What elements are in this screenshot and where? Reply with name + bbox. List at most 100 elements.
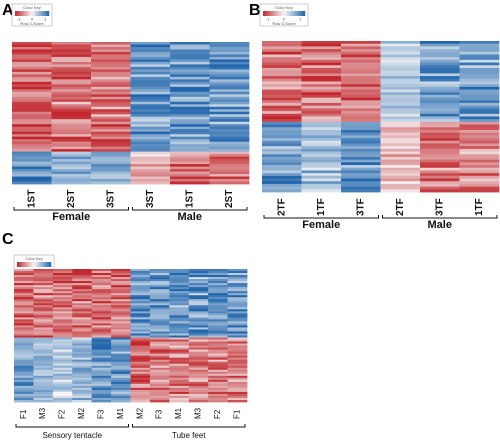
heatmap-cell	[380, 143, 421, 147]
heatmap-cell	[52, 303, 73, 306]
heatmap-cell	[52, 311, 73, 314]
heatmap-cell	[111, 311, 131, 314]
heatmap-cell	[130, 99, 171, 103]
heatmap-cell	[91, 84, 131, 88]
heatmap-cell	[170, 64, 210, 68]
color-key-swatch	[36, 262, 39, 267]
heatmap-cell	[459, 183, 500, 188]
heatmap-cell	[72, 351, 93, 355]
heatmap-cell	[130, 301, 151, 304]
column-label: M1	[174, 407, 183, 419]
heatmap-cell	[420, 165, 460, 169]
color-key-tick: 1	[44, 17, 47, 22]
heatmap-cell	[170, 174, 210, 177]
heatmap-cell	[33, 323, 54, 326]
heatmap-cell	[91, 307, 112, 310]
heatmap-cell	[91, 76, 131, 80]
heatmap-cell	[380, 65, 421, 69]
heatmap-cell	[52, 297, 73, 300]
color-key-swatch	[299, 11, 303, 16]
heatmap-cell	[91, 94, 131, 98]
heatmap-cell	[227, 331, 248, 334]
color-key-swatch	[291, 11, 295, 16]
heatmap-cell	[130, 371, 151, 375]
heatmap-cell	[149, 361, 170, 365]
heatmap-cell	[262, 113, 302, 117]
heatmap-cell	[420, 154, 460, 158]
heatmap-cell	[130, 303, 151, 306]
heatmap-cells	[12, 42, 250, 185]
heatmap-cell	[341, 46, 381, 50]
heatmap-cell	[227, 363, 248, 367]
color-key-swatch	[281, 11, 285, 16]
heatmap-cell	[130, 64, 171, 68]
heatmap-cell	[169, 283, 190, 286]
heatmap-cell	[91, 387, 112, 391]
heatmap-cell	[111, 275, 131, 278]
group-label: Female	[302, 219, 340, 231]
heatmap-cells	[262, 41, 500, 193]
heatmap-cell	[459, 49, 500, 53]
heatmap-cell	[72, 293, 93, 296]
heatmap-cell	[208, 371, 228, 375]
heatmap-cell	[188, 337, 209, 340]
heatmap-cell	[130, 363, 151, 367]
heatmap-cell	[91, 139, 131, 143]
heatmap-cell	[130, 333, 151, 336]
heatmap-cell	[380, 175, 421, 179]
heatmap-cell	[170, 106, 210, 110]
heatmap-cell	[12, 42, 52, 45]
heatmap-cell	[12, 46, 52, 50]
heatmap-cell	[33, 349, 54, 353]
heatmap-cell	[227, 361, 248, 365]
heatmap-cell	[51, 169, 92, 172]
heatmap-cell	[111, 269, 131, 272]
heatmap-cell	[51, 124, 92, 128]
heatmap-cell	[130, 373, 151, 377]
heatmap-cell	[91, 141, 131, 145]
heatmap-cell	[12, 159, 52, 162]
heatmap-cell	[130, 391, 151, 395]
heatmap-cell	[52, 389, 73, 393]
heatmap-cell	[341, 162, 381, 166]
heatmap-cell	[130, 61, 171, 65]
heatmap-cell	[341, 105, 381, 109]
heatmap-cell	[459, 43, 500, 47]
heatmap-cell	[262, 127, 302, 131]
heatmap-cell	[420, 73, 460, 77]
color-key-swatch	[297, 11, 301, 16]
heatmap-cell	[301, 148, 342, 152]
heatmap-cell	[130, 109, 171, 113]
group-label: Male	[178, 211, 202, 223]
heatmap-cell	[91, 109, 131, 113]
heatmap-cell	[169, 397, 190, 401]
heatmap-cell	[12, 59, 52, 63]
heatmap-cell	[169, 391, 190, 395]
heatmap-cell	[111, 379, 131, 383]
heatmap-cell	[341, 70, 381, 74]
heatmap-cell	[301, 97, 342, 101]
heatmap-cell	[33, 319, 54, 322]
heatmap-cell	[51, 49, 92, 53]
heatmap-cell	[149, 349, 170, 353]
heatmap-cell	[14, 393, 34, 397]
heatmap-cell	[420, 186, 460, 190]
heatmap-cell	[341, 89, 381, 93]
heatmap-cell	[188, 301, 209, 304]
heatmap-cell	[170, 126, 210, 130]
heatmap-cell	[33, 397, 54, 401]
heatmap-cell	[169, 369, 190, 373]
heatmap-cell	[169, 345, 190, 348]
heatmap-cell	[380, 51, 421, 55]
heatmap-cell	[380, 159, 421, 163]
heatmap-cell	[14, 303, 34, 306]
heatmap-cell	[91, 74, 131, 78]
heatmap-cell	[130, 114, 171, 118]
heatmap-cell	[341, 103, 381, 107]
heatmap-cell	[130, 166, 171, 170]
heatmap-cell	[91, 61, 131, 65]
heatmap-cell	[130, 355, 151, 359]
heatmap-cell	[149, 269, 170, 272]
heatmap-cell	[459, 84, 500, 88]
